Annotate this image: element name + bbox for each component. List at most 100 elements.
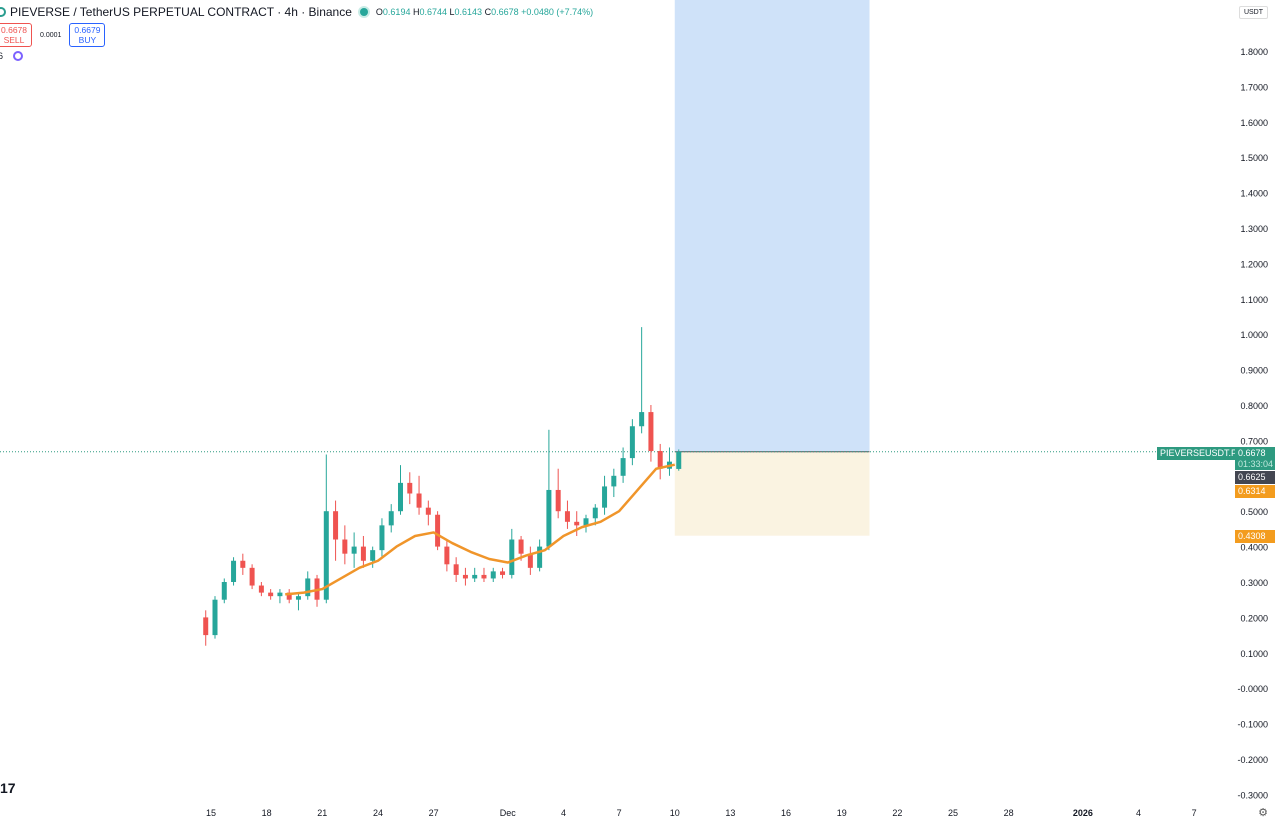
x-tick-label: 13 bbox=[725, 808, 735, 818]
x-tick-label: 4 bbox=[561, 808, 566, 818]
position-profit-zone bbox=[674, 0, 870, 452]
x-tick-label: 7 bbox=[617, 808, 622, 818]
y-tick-label: 1.3000 bbox=[1240, 224, 1268, 234]
y-tick-label: 1.6000 bbox=[1240, 118, 1268, 128]
ohlc-values: O0.6194 H0.6744 L0.6143 C0.6678 +0.0480 … bbox=[375, 7, 594, 17]
candle-body bbox=[639, 412, 645, 427]
y-tick-label: 1.5000 bbox=[1240, 153, 1268, 163]
x-tick-label: 28 bbox=[1004, 808, 1014, 818]
candle-body bbox=[518, 539, 524, 554]
chart-header: PIEVERSE / TetherUS PERPETUAL CONTRACT ·… bbox=[0, 5, 593, 19]
candle-body bbox=[629, 426, 635, 459]
candle-body bbox=[602, 486, 608, 508]
candle-body bbox=[268, 592, 274, 597]
y-tick-label: 0.5000 bbox=[1240, 507, 1268, 517]
candle-body bbox=[509, 539, 515, 575]
spread: 0.0001 bbox=[40, 31, 62, 39]
candle-body bbox=[500, 571, 506, 575]
candle-body bbox=[648, 412, 654, 452]
y-tick-label: 0.9000 bbox=[1240, 366, 1268, 376]
candle-body bbox=[472, 574, 478, 579]
x-tick-label: 7 bbox=[1192, 808, 1197, 818]
candle-body bbox=[490, 571, 496, 579]
candle-body bbox=[203, 617, 209, 636]
candle-body bbox=[240, 560, 246, 568]
candle-body bbox=[592, 507, 598, 519]
x-tick-label: 19 bbox=[837, 808, 847, 818]
x-tick-label: 15 bbox=[206, 808, 216, 818]
x-tick-label: 27 bbox=[429, 808, 439, 818]
candle-body bbox=[481, 574, 487, 579]
y-tick-label: 1.1000 bbox=[1240, 295, 1268, 305]
candle-body bbox=[249, 567, 255, 586]
candle-body bbox=[212, 599, 218, 636]
x-tick-label: 21 bbox=[317, 808, 327, 818]
candle-body bbox=[323, 511, 329, 600]
settings-gear-icon[interactable]: ⚙ bbox=[1258, 807, 1268, 819]
candle-body bbox=[555, 489, 561, 512]
candle-body bbox=[564, 511, 570, 522]
candle-body bbox=[351, 546, 357, 554]
candle-body bbox=[611, 475, 617, 487]
trade-panel: 0.6678 SELL 0.0001 0.6679 BUY bbox=[0, 23, 106, 47]
candle-body bbox=[277, 592, 283, 597]
candle-body bbox=[527, 553, 533, 568]
y-tick-label: 0.4000 bbox=[1240, 543, 1268, 553]
candle-body bbox=[453, 564, 459, 575]
candle-body bbox=[574, 521, 580, 526]
symbol-title[interactable]: PIEVERSE / TetherUS PERPETUAL CONTRACT ·… bbox=[10, 5, 352, 19]
candle-body bbox=[444, 546, 450, 565]
x-tick-label: 10 bbox=[670, 808, 680, 818]
candle-body bbox=[342, 539, 348, 554]
y-tick-label: 1.8000 bbox=[1240, 47, 1268, 57]
candle-body bbox=[407, 482, 413, 494]
dark-price-label: 0.6625 bbox=[1235, 471, 1275, 484]
x-tick-label: 25 bbox=[948, 808, 958, 818]
candle-body bbox=[416, 493, 422, 508]
candle-body bbox=[360, 546, 366, 561]
x-tick-label: 24 bbox=[373, 808, 383, 818]
candle-body bbox=[537, 546, 543, 568]
y-tick-label: -0.1000 bbox=[1237, 720, 1268, 730]
candle-body bbox=[379, 525, 385, 551]
y-tick-label: 1.2000 bbox=[1240, 259, 1268, 269]
candle-body bbox=[305, 578, 311, 597]
sell-button[interactable]: 0.6678 SELL bbox=[0, 23, 32, 47]
candle-body bbox=[462, 574, 468, 579]
position-loss-zone bbox=[674, 451, 870, 536]
y-tick-label: 0.8000 bbox=[1240, 401, 1268, 411]
candle-body bbox=[388, 511, 394, 526]
x-tick-label: 4 bbox=[1136, 808, 1141, 818]
y-tick-label: -0.2000 bbox=[1237, 755, 1268, 765]
candle-body bbox=[221, 582, 227, 600]
candle-body bbox=[295, 596, 301, 600]
refresh-icon[interactable] bbox=[13, 51, 24, 61]
candle-body bbox=[583, 518, 589, 526]
y-tick-label: 1.4000 bbox=[1240, 189, 1268, 199]
x-tick-label: 22 bbox=[892, 808, 902, 818]
tradingview-logo: 17 bbox=[0, 780, 16, 796]
last-price-label: 0.6678 01:33:04 bbox=[1235, 447, 1275, 470]
candle-body bbox=[435, 514, 441, 547]
candle-body bbox=[620, 458, 626, 476]
candle-body bbox=[657, 451, 663, 469]
y-tick-label: 0.7000 bbox=[1240, 436, 1268, 446]
buy-button[interactable]: 0.6679 BUY bbox=[69, 23, 106, 47]
y-tick-label: 0.1000 bbox=[1240, 649, 1268, 659]
y-tick-label: -0.3000 bbox=[1237, 790, 1268, 800]
x-tick-label: Dec bbox=[500, 808, 517, 818]
indicators-toggle[interactable]: 6 bbox=[0, 51, 24, 61]
candle-body bbox=[231, 560, 237, 582]
y-tick-label: -0.0000 bbox=[1237, 684, 1268, 694]
stop-price-label: 0.4308 bbox=[1235, 530, 1275, 543]
y-tick-label: 1.0000 bbox=[1240, 330, 1268, 340]
ma-price-label: 0.6314 bbox=[1235, 485, 1275, 498]
x-tick-label: 18 bbox=[262, 808, 272, 818]
y-tick-label: 0.3000 bbox=[1240, 578, 1268, 588]
currency-selector[interactable]: USDT bbox=[1238, 6, 1268, 19]
candle-body bbox=[398, 482, 403, 512]
candle-body bbox=[333, 511, 339, 540]
candle-body bbox=[425, 507, 431, 515]
candle-body bbox=[676, 451, 682, 469]
